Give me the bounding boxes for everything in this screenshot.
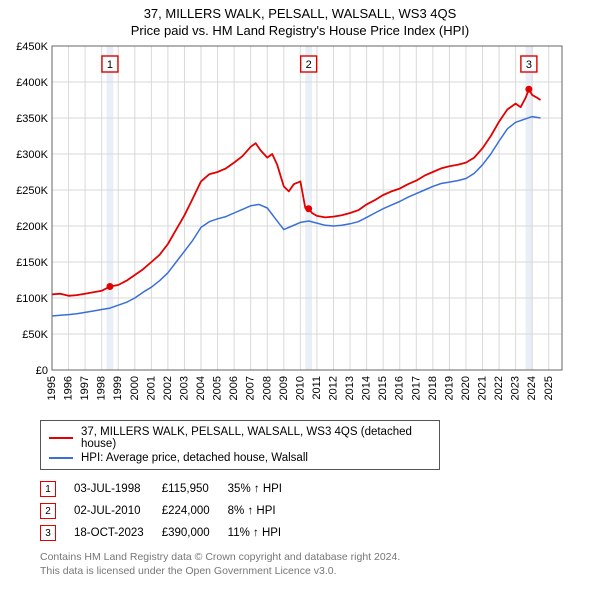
table-row: 2 02-JUL-2010£224,0008% ↑ HPI	[40, 500, 300, 522]
svg-text:£450K: £450K	[16, 42, 48, 53]
svg-text:2024: 2024	[526, 376, 538, 400]
sale-price: £390,000	[162, 522, 228, 544]
legend-label: 37, MILLERS WALK, PELSALL, WALSALL, WS3 …	[81, 426, 431, 450]
legend-label: HPI: Average price, detached house, Wals…	[81, 452, 308, 464]
svg-text:2001: 2001	[145, 376, 157, 400]
svg-text:2002: 2002	[162, 376, 174, 400]
table-row: 3 18-OCT-2023£390,00011% ↑ HPI	[40, 522, 300, 544]
sale-delta: 35% ↑ HPI	[228, 478, 300, 500]
svg-text:2003: 2003	[178, 376, 190, 400]
svg-text:2007: 2007	[245, 376, 257, 400]
svg-text:2004: 2004	[195, 376, 207, 400]
svg-text:2008: 2008	[261, 376, 273, 400]
svg-text:£0: £0	[36, 365, 48, 377]
sale-marker-badge: 2	[40, 503, 56, 519]
table-row: 1 03-JUL-1998£115,95035% ↑ HPI	[40, 478, 300, 500]
svg-text:2018: 2018	[427, 376, 439, 400]
footer-attribution: Contains HM Land Registry data © Crown c…	[40, 550, 600, 578]
sale-delta: 8% ↑ HPI	[228, 500, 300, 522]
sale-price: £224,000	[162, 500, 228, 522]
svg-text:2009: 2009	[278, 376, 290, 400]
svg-text:2025: 2025	[543, 376, 555, 400]
svg-text:£100K: £100K	[16, 293, 48, 305]
svg-text:1995: 1995	[46, 376, 58, 400]
legend-item: HPI: Average price, detached house, Wals…	[49, 451, 431, 465]
title-address: 37, MILLERS WALK, PELSALL, WALSALL, WS3 …	[0, 0, 600, 21]
sales-table: 1 03-JUL-1998£115,95035% ↑ HPI 2 02-JUL-201…	[40, 478, 300, 544]
sale-marker-badge: 3	[40, 525, 56, 541]
svg-text:2: 2	[306, 59, 312, 71]
legend: 37, MILLERS WALK, PELSALL, WALSALL, WS3 …	[40, 420, 440, 470]
svg-text:2020: 2020	[460, 376, 472, 400]
legend-color-swatch	[49, 437, 73, 439]
svg-text:£250K: £250K	[16, 185, 48, 197]
svg-text:2023: 2023	[510, 376, 522, 400]
title-subtitle: Price paid vs. HM Land Registry's House …	[0, 21, 600, 42]
svg-text:2022: 2022	[493, 376, 505, 400]
svg-text:2005: 2005	[212, 376, 224, 400]
svg-text:2006: 2006	[228, 376, 240, 400]
svg-text:2015: 2015	[377, 376, 389, 400]
sale-marker-badge: 1	[40, 481, 56, 497]
svg-text:£150K: £150K	[16, 257, 48, 269]
svg-text:2010: 2010	[294, 376, 306, 400]
svg-text:2019: 2019	[443, 376, 455, 400]
legend-item: 37, MILLERS WALK, PELSALL, WALSALL, WS3 …	[49, 425, 431, 451]
svg-text:1998: 1998	[96, 376, 108, 400]
svg-text:3: 3	[526, 59, 532, 71]
svg-text:£200K: £200K	[16, 221, 48, 233]
sale-delta: 11% ↑ HPI	[228, 522, 300, 544]
sale-date: 03-JUL-1998	[74, 478, 162, 500]
svg-text:1999: 1999	[112, 376, 124, 400]
svg-text:1: 1	[107, 59, 113, 71]
svg-text:2011: 2011	[311, 376, 323, 400]
footer-line1: Contains HM Land Registry data © Crown c…	[40, 550, 600, 564]
svg-text:1997: 1997	[79, 376, 91, 400]
svg-text:1996: 1996	[63, 376, 75, 400]
footer-line2: This data is licensed under the Open Gov…	[40, 564, 600, 578]
svg-text:2000: 2000	[129, 376, 141, 400]
sale-date: 02-JUL-2010	[74, 500, 162, 522]
svg-text:£400K: £400K	[16, 77, 48, 89]
svg-text:£300K: £300K	[16, 149, 48, 161]
svg-text:2021: 2021	[477, 376, 489, 400]
sale-date: 18-OCT-2023	[74, 522, 162, 544]
svg-text:2016: 2016	[394, 376, 406, 400]
legend-color-swatch	[49, 457, 73, 459]
svg-text:2014: 2014	[361, 376, 373, 400]
price-chart: £0 £50K £100K £150K £200K £250K £300K £350K £400…	[8, 42, 568, 412]
sale-price: £115,950	[162, 478, 228, 500]
svg-text:2013: 2013	[344, 376, 356, 400]
svg-text:2012: 2012	[327, 376, 339, 400]
svg-text:£350K: £350K	[16, 113, 48, 125]
svg-text:£50K: £50K	[22, 329, 48, 341]
svg-text:2017: 2017	[410, 376, 422, 400]
